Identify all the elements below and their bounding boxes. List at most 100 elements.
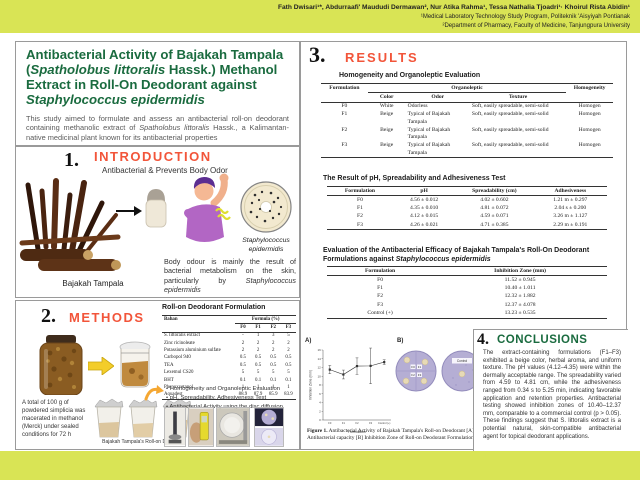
table-cell: F0	[341, 103, 348, 110]
affiliation-line-1: ¹Medical Laboratory Technology Study Pro…	[420, 13, 630, 20]
column-header: F3	[285, 324, 292, 330]
table-cell: F2	[357, 213, 363, 220]
svg-text:14: 14	[317, 357, 321, 361]
table-cell: 3	[272, 333, 275, 339]
table-cell: F0	[357, 196, 363, 203]
results-section: 3. RESULTS Homogeneity and Organoleptic …	[300, 41, 628, 451]
table-cell: -	[242, 333, 244, 339]
table-cell: 4.56 ± 0.012	[409, 196, 439, 203]
table-cell: F1	[341, 111, 348, 118]
svg-text:F2: F2	[355, 421, 359, 425]
table-cell: 13.23 ± 0.535	[504, 309, 536, 316]
table-row: F2 12.32 ± 1.882	[327, 293, 607, 301]
table-cell: 0.5	[239, 362, 246, 368]
spreadability-test-photo	[216, 407, 250, 447]
methods-heading: METHODS	[69, 310, 145, 325]
table-row: F0 4.56 ± 0.012 4.02 ± 0.602 1.21 m ± 0.297	[327, 196, 607, 205]
table-cell: Homogen	[578, 126, 601, 133]
antibacterial-table-title: Evaluation of the Antibacterial Efficacy…	[323, 247, 590, 263]
table-cell: Potassium aluminium sulfate	[164, 348, 221, 353]
petri-dish-illustration	[240, 181, 292, 233]
conclusions-body: The extract-containing formulations (F1–…	[483, 350, 621, 440]
svg-text:F3: F3	[369, 421, 373, 425]
table-cell: 4.71 ± 0.385	[480, 221, 509, 228]
poster-title: Antibacterial Activity of Bajakah Tampal…	[26, 47, 284, 107]
table-cell: Zinc ricinoleate	[164, 340, 195, 346]
table-cell: 87.9	[253, 392, 263, 398]
bullet-item: • Antibacterial Activity using the disc …	[166, 403, 283, 410]
authors-line: Fath Dwisari¹*, Abdurraafi' Maududi Derm…	[277, 4, 630, 11]
table-cell: 3.26 m ± 1.127	[553, 213, 588, 220]
table-cell: 0.1	[270, 377, 277, 383]
person-body-odor-illustration	[184, 173, 231, 242]
petri-dish-formulations-photo: F0 F1 F2 F3	[395, 350, 437, 392]
column-group-header: Organoleptic	[367, 83, 567, 94]
homogeneity-test-photo	[164, 407, 186, 447]
roll-on-deodorant-icon	[145, 189, 167, 228]
table-cell: 4.35 ± 0.010	[409, 205, 439, 212]
table-row: Aquadest 88.9 87.9 85.9 83.9	[162, 392, 296, 400]
table-cell: 5	[256, 370, 260, 376]
table-cell: 4.02 ± 0.602	[480, 196, 509, 203]
table-cell: 5	[287, 333, 290, 339]
table-row: Potassium aluminium sulfate 2 2 2 2	[162, 348, 296, 355]
bajakah-caption: Bajakah Tampala	[62, 279, 124, 288]
table-cell: Lexemul CS20	[164, 370, 194, 376]
table-cell: 1	[241, 384, 245, 390]
column-header: F1	[255, 324, 261, 330]
header-text: Fath Dwisari¹*, Abdurraafi' Maududi Derm…	[278, 3, 630, 30]
svg-text:8: 8	[319, 383, 321, 387]
column-group-header: Formula (%)	[235, 315, 296, 325]
table-row: Carbopol 940 0.5 0.5 0.5 0.5	[162, 355, 296, 362]
table-row: F3 4.26 ± 0.021 4.71 ± 0.385 2.29 m ± 0.191	[327, 221, 607, 230]
bullet-item: • pH, Spreadability, Adhesiveness Test	[166, 394, 267, 401]
table-cell: 1	[287, 384, 290, 390]
table-cell: 4.26 ± 0.021	[409, 221, 439, 228]
figure-b-label: B)	[397, 338, 404, 344]
extract-jar-photo	[119, 341, 151, 388]
table-row: F0 White Odorless Soft, easily spreadable, …	[321, 102, 613, 111]
cups-caption: Bajakah Tampala's Roll-on Deodorant	[102, 439, 186, 445]
bajakah-sticks-photo	[19, 178, 121, 271]
petri-dish-control-photo: Control	[441, 350, 483, 392]
affiliation-line-2: ²Department of Pharmacy, Faculty of Medi…	[442, 22, 630, 29]
poster-abstract: This study aimed to formulate and assess…	[26, 113, 289, 142]
table-cell: 5	[287, 370, 290, 376]
table-cell: 2	[272, 340, 275, 346]
header-bar: Fath Dwisari¹*, Abdurraafi' Maududi Derm…	[0, 0, 640, 33]
table-row: Lexemul CS20 5 5 5 5	[162, 370, 296, 377]
petri-dish-label: Staphylococcus epidermidis	[242, 237, 290, 253]
maceration-text: A total of 100 g of powdered simplicia w…	[22, 400, 86, 439]
svg-text:F3: F3	[418, 373, 422, 377]
table-cell: 0.1	[239, 377, 246, 383]
ph-table-title: The Result of pH, Spreadability and Adhe…	[323, 175, 506, 182]
table-cell: 2	[256, 340, 260, 346]
table-cell: Typical of Bajakah Tampala	[407, 126, 451, 141]
table-cell: Homogen	[578, 142, 601, 149]
organoleptic-table: Formulation Organoleptic Homogeneity Col…	[321, 83, 613, 159]
svg-text:Control (+): Control (+)	[378, 421, 390, 425]
table-cell: S. littoralis extract	[164, 333, 200, 339]
table-cell: Aquadest	[164, 392, 183, 398]
svg-text:0: 0	[319, 418, 321, 422]
table-header-row: F0 F1 F2 F3	[162, 324, 296, 332]
table-cell: F0	[377, 276, 384, 283]
svg-text:F2: F2	[411, 373, 415, 377]
table-cell: Beige	[380, 126, 394, 133]
table-row: Zinc ricinoleate 2 2 2 2	[162, 340, 296, 347]
section-number-4: 4.	[477, 331, 489, 348]
bullet-item: • Homogeneity and Organoleptic Evaluatio…	[166, 386, 281, 392]
svg-text:F1: F1	[418, 365, 422, 369]
table-cell: 2	[287, 340, 290, 346]
table-header-row: Color Odor Texture	[321, 93, 613, 102]
column-header: Formulation	[344, 187, 376, 194]
table-cell: Soft, easily spreadable, semi-solid	[471, 142, 549, 149]
table-cell: Beige	[380, 142, 394, 149]
table-cell: 88.9	[238, 392, 248, 398]
table-cell: 1	[256, 384, 260, 390]
table-cell: 2	[241, 348, 245, 353]
table-cell: F2	[377, 293, 384, 300]
table-cell: F2	[341, 126, 348, 133]
table-cell: F3	[341, 142, 348, 149]
